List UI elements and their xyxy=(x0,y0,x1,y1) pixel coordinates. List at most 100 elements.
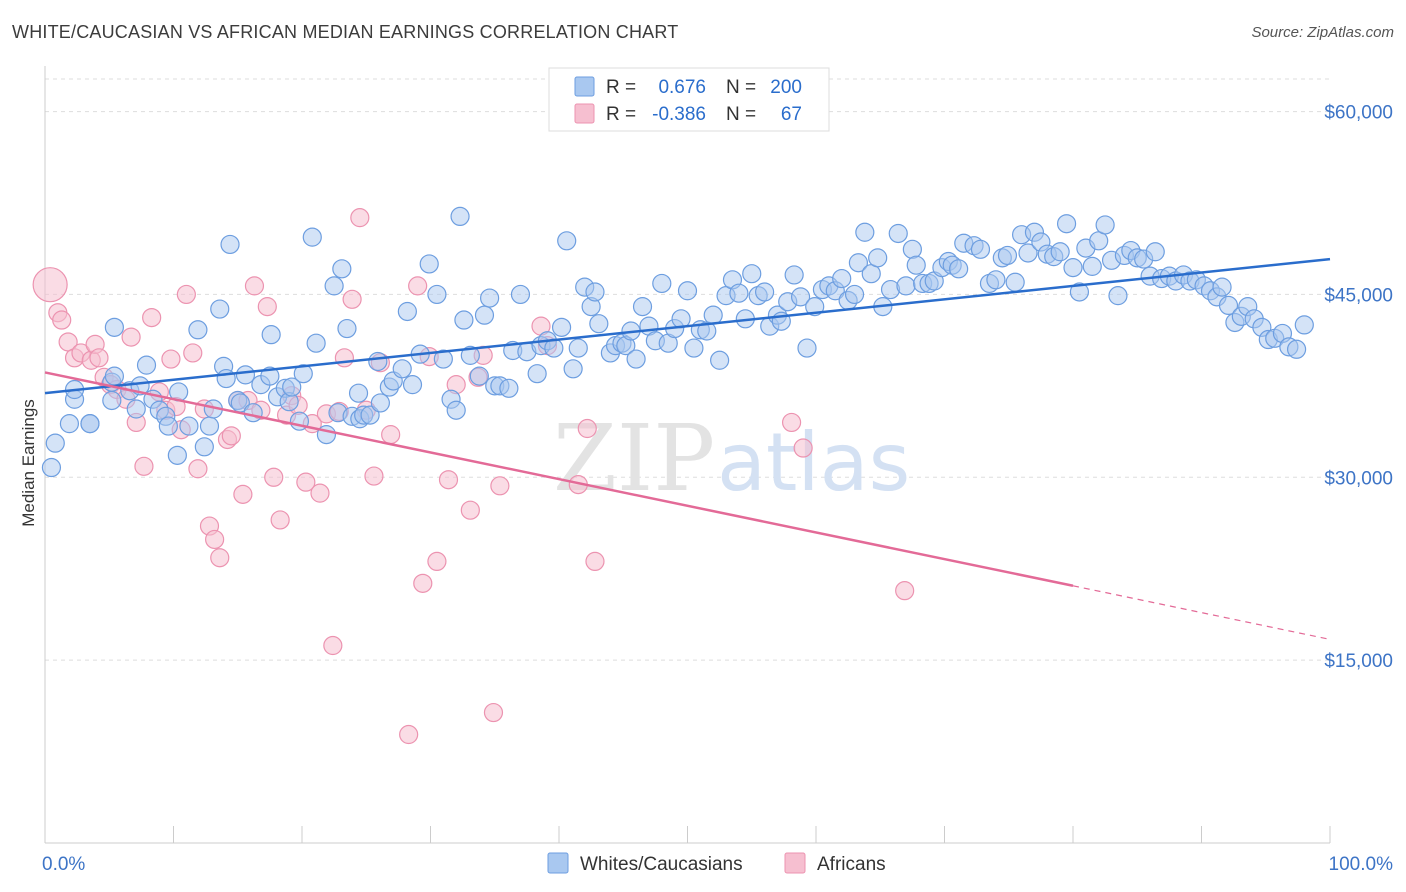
african-point xyxy=(264,467,284,487)
y-tick-labels: $15,000 $30,000 $45,000 $60,000 xyxy=(1324,103,1393,673)
white-point xyxy=(332,259,352,279)
african-point xyxy=(323,635,343,656)
white-point xyxy=(906,255,926,275)
legend-n-value-white: 200 xyxy=(770,77,802,98)
white-point xyxy=(986,270,1006,290)
african-point xyxy=(296,472,316,492)
legend-r-value-white: 0.676 xyxy=(658,77,706,98)
white-point xyxy=(868,248,888,268)
white-point xyxy=(855,222,875,242)
african-point xyxy=(310,483,330,503)
white-point xyxy=(888,223,908,244)
white-point xyxy=(510,284,531,305)
white-point xyxy=(102,390,122,411)
african-point xyxy=(176,284,196,305)
white-point xyxy=(1005,272,1025,292)
white-points xyxy=(41,206,1314,478)
white-point xyxy=(784,265,804,285)
african-point xyxy=(121,327,141,347)
white-point xyxy=(896,276,916,296)
white-point xyxy=(220,234,240,255)
white-point xyxy=(419,254,439,274)
x-tick-label-max: 100.0% xyxy=(1329,854,1394,875)
african-point xyxy=(244,276,265,296)
white-point xyxy=(402,375,423,395)
white-point xyxy=(179,416,199,436)
white-point xyxy=(589,314,609,334)
white-point xyxy=(454,310,474,330)
white-point xyxy=(790,287,811,307)
white-point xyxy=(1018,243,1038,263)
white-point xyxy=(136,355,157,375)
white-point xyxy=(392,359,412,379)
series-legend-label-african: Africans xyxy=(817,854,886,875)
white-point xyxy=(235,365,256,385)
white-point xyxy=(446,400,466,420)
white-point xyxy=(104,366,124,386)
african-point xyxy=(460,500,480,520)
white-point xyxy=(460,345,480,365)
african-point xyxy=(381,425,401,445)
african-point xyxy=(257,297,277,317)
series-legend-swatch-african xyxy=(784,852,806,874)
white-point xyxy=(844,284,865,305)
white-point xyxy=(742,264,762,284)
white-point xyxy=(710,350,730,370)
white-point xyxy=(563,359,583,379)
white-point xyxy=(551,317,572,337)
white-point xyxy=(80,414,100,434)
white-point xyxy=(306,333,326,353)
white-point xyxy=(729,283,749,303)
white-point xyxy=(360,405,380,425)
white-point xyxy=(1063,258,1083,278)
african-point xyxy=(342,289,362,309)
african-point xyxy=(52,310,72,330)
white-point xyxy=(797,338,817,358)
axes xyxy=(44,66,1331,844)
african-point xyxy=(413,573,433,593)
trend-lines xyxy=(44,257,1331,641)
african-point xyxy=(233,484,253,504)
white-trend-line xyxy=(44,257,1331,395)
white-point xyxy=(282,377,302,397)
african-point xyxy=(427,551,447,572)
white-point xyxy=(41,457,62,478)
african-point xyxy=(210,548,230,568)
white-point xyxy=(59,414,80,434)
white-point xyxy=(450,206,470,227)
white-point xyxy=(1145,242,1165,262)
white-point xyxy=(194,437,214,457)
white-point xyxy=(302,227,322,247)
x-tick-label-min: 0.0% xyxy=(42,854,85,875)
white-point xyxy=(158,416,178,436)
series-legend-label-white: Whites/Caucasians xyxy=(580,854,743,875)
white-point xyxy=(949,259,969,279)
chart-title: WHITE/CAUCASIAN VS AFRICAN MEDIAN EARNIN… xyxy=(12,22,679,42)
african-trend-line xyxy=(44,371,1074,588)
african-point xyxy=(89,348,109,368)
white-point xyxy=(848,253,869,273)
african-point xyxy=(793,438,813,458)
white-point xyxy=(1218,295,1239,315)
source-label: Source: ZipAtlas.com xyxy=(1251,24,1394,41)
african-point xyxy=(161,349,181,369)
african-trend-extension xyxy=(1072,585,1331,641)
white-point xyxy=(243,403,263,423)
white-point xyxy=(293,364,313,384)
white-point xyxy=(1082,256,1102,276)
white-point xyxy=(1212,277,1232,297)
y-tick-label: $60,000 xyxy=(1324,103,1393,124)
white-point xyxy=(585,282,605,302)
correlation-legend: R = 0.676 N = 200 R = -0.386 N = 67 xyxy=(548,67,830,132)
white-point xyxy=(626,349,646,369)
white-point xyxy=(474,305,495,325)
african-point xyxy=(334,348,355,368)
white-point xyxy=(260,366,280,386)
white-point xyxy=(324,276,344,296)
white-point xyxy=(1286,339,1307,359)
white-point xyxy=(568,338,588,358)
series-legend-swatch-white xyxy=(547,852,569,874)
white-point xyxy=(210,299,230,319)
legend-r-label-white: R = xyxy=(606,77,636,98)
x-tick-labels: 0.0% 100.0% xyxy=(42,854,1393,875)
